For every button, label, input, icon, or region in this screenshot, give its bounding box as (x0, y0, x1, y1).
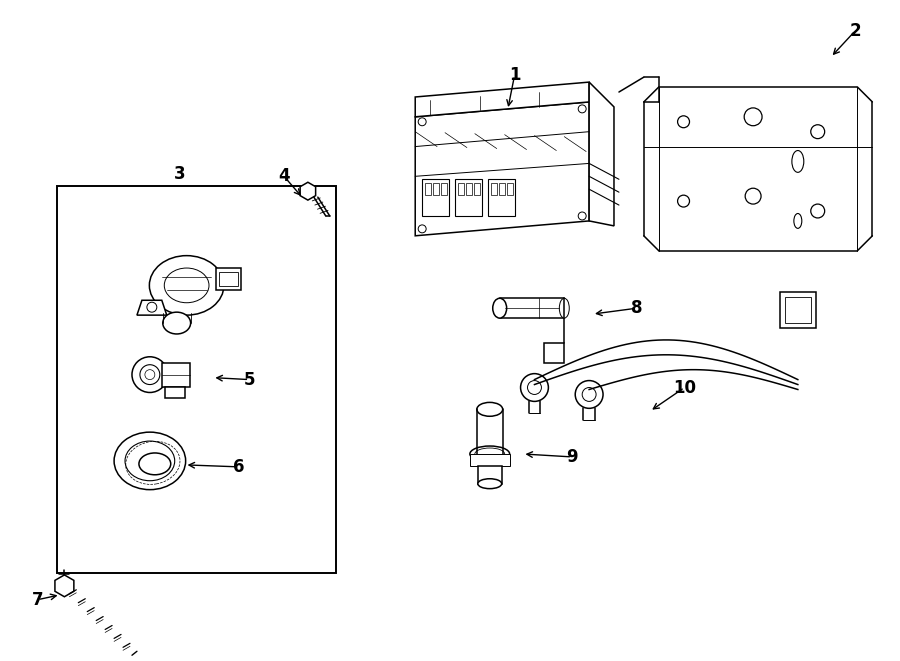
Text: 5: 5 (244, 371, 255, 389)
Ellipse shape (163, 312, 191, 334)
Polygon shape (488, 179, 515, 216)
Polygon shape (300, 182, 316, 200)
Polygon shape (55, 575, 74, 597)
Text: 7: 7 (32, 591, 43, 609)
Ellipse shape (492, 298, 507, 318)
Text: 9: 9 (566, 448, 578, 466)
Text: 6: 6 (232, 458, 244, 476)
Text: 2: 2 (850, 22, 861, 40)
Polygon shape (478, 466, 501, 484)
Polygon shape (590, 82, 614, 226)
Polygon shape (415, 82, 590, 117)
Polygon shape (137, 300, 166, 315)
Circle shape (575, 381, 603, 408)
Ellipse shape (114, 432, 185, 490)
Text: 10: 10 (673, 379, 696, 397)
Text: 4: 4 (278, 167, 290, 185)
Circle shape (132, 357, 167, 393)
Polygon shape (544, 343, 564, 363)
Ellipse shape (478, 479, 501, 488)
Polygon shape (500, 298, 564, 318)
Polygon shape (165, 387, 184, 399)
Text: 3: 3 (174, 165, 185, 183)
Polygon shape (780, 292, 815, 328)
Ellipse shape (470, 446, 509, 462)
Ellipse shape (477, 403, 503, 416)
Polygon shape (422, 179, 449, 216)
Polygon shape (217, 268, 241, 290)
Polygon shape (455, 179, 482, 216)
Circle shape (520, 373, 548, 401)
Polygon shape (415, 102, 590, 236)
Polygon shape (470, 454, 509, 466)
Text: 8: 8 (631, 299, 643, 317)
Ellipse shape (559, 298, 570, 318)
Text: 1: 1 (508, 66, 520, 84)
Polygon shape (162, 363, 190, 387)
Ellipse shape (149, 256, 224, 315)
